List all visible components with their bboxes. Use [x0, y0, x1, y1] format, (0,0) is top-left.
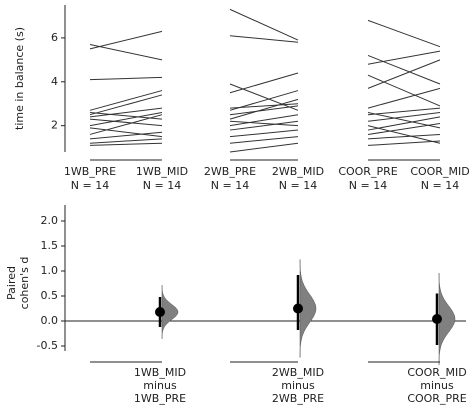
x-tick-label: 2WB_MID: [272, 366, 324, 379]
slope-line: [229, 142, 299, 153]
y-tick-label: -0.5: [37, 339, 58, 352]
y-tick-label: 2: [51, 119, 58, 132]
slope-line: [229, 35, 299, 43]
slope-line: [367, 112, 441, 122]
x-tick-label: 1WB_PRE: [134, 392, 186, 405]
x-tick-label: 2WB_MID: [272, 165, 324, 178]
slope-line: [89, 131, 163, 140]
slope-line: [89, 112, 163, 127]
effect-point: [432, 314, 442, 324]
n-label: N = 14: [349, 179, 387, 192]
effect-point: [155, 307, 165, 317]
n-label: N = 14: [71, 179, 109, 192]
slope-line: [367, 122, 441, 135]
slope-line: [367, 54, 441, 85]
x-tick-label: COOR_MID: [407, 366, 466, 379]
slope-line: [229, 72, 299, 94]
slope-line: [367, 116, 441, 131]
slope-line: [229, 83, 299, 111]
slope-line: [367, 140, 441, 146]
x-tick-label: 1WB_MID: [134, 366, 186, 379]
y-tick-label: 0.5: [41, 289, 59, 302]
x-tick-label: COOR_PRE: [407, 392, 466, 405]
slope-line: [229, 120, 299, 127]
x-tick-label: 2WB_PRE: [272, 392, 324, 405]
y-tick-label: 6: [51, 31, 58, 44]
x-tick-label: minus: [281, 379, 315, 392]
slope-line: [367, 19, 441, 48]
slope-line: [89, 118, 163, 127]
slope-line: [367, 59, 441, 89]
y-tick-label: 1.0: [41, 264, 59, 277]
n-label: N = 14: [421, 179, 459, 192]
n-label: N = 14: [211, 179, 249, 192]
bootstrap-distribution: [161, 285, 179, 339]
y-tick-label: 1.5: [41, 239, 59, 252]
y-tick-label: 2.0: [41, 214, 59, 227]
y-axis-label: time in balance (s): [13, 27, 26, 130]
slope-line: [367, 87, 441, 109]
slope-line: [89, 138, 163, 144]
slope-line: [89, 107, 163, 118]
slope-line: [229, 105, 299, 116]
y-axis-label: cohen's d: [18, 257, 31, 310]
slope-line: [89, 114, 163, 135]
slope-line: [229, 129, 299, 138]
x-tick-label: 1WB_PRE: [64, 165, 116, 178]
x-tick-label: 1WB_MID: [136, 165, 188, 178]
slope-line: [367, 50, 441, 65]
x-tick-label: COOR_MID: [410, 165, 469, 178]
slope-line: [367, 107, 441, 116]
slope-line: [229, 120, 299, 131]
slope-line: [89, 142, 163, 146]
slope-line: [89, 30, 163, 50]
y-tick-label: 4: [51, 75, 58, 88]
slope-line: [367, 74, 441, 107]
n-label: N = 14: [143, 179, 181, 192]
bootstrap-distribution: [438, 272, 456, 366]
slope-line: [89, 76, 163, 81]
slope-line: [367, 133, 441, 140]
y-axis-label: Paired: [5, 266, 18, 300]
slope-line: [229, 136, 299, 144]
slope-line: [367, 125, 441, 144]
x-tick-label: 2WB_PRE: [204, 165, 256, 178]
slope-line: [229, 98, 299, 120]
slope-line: [89, 44, 163, 61]
slope-line: [89, 90, 163, 111]
slope-line: [89, 94, 163, 116]
x-tick-label: minus: [420, 379, 454, 392]
x-tick-label: COOR_PRE: [338, 165, 397, 178]
y-tick-label: 0.0: [41, 314, 59, 327]
effect-point: [293, 303, 303, 314]
bootstrap-distribution: [299, 259, 317, 358]
slope-line: [229, 8, 299, 41]
slope-line: [229, 90, 299, 111]
slope-line: [229, 114, 299, 127]
x-tick-label: minus: [143, 379, 177, 392]
n-label: N = 14: [279, 179, 317, 192]
slope-line: [89, 127, 163, 138]
